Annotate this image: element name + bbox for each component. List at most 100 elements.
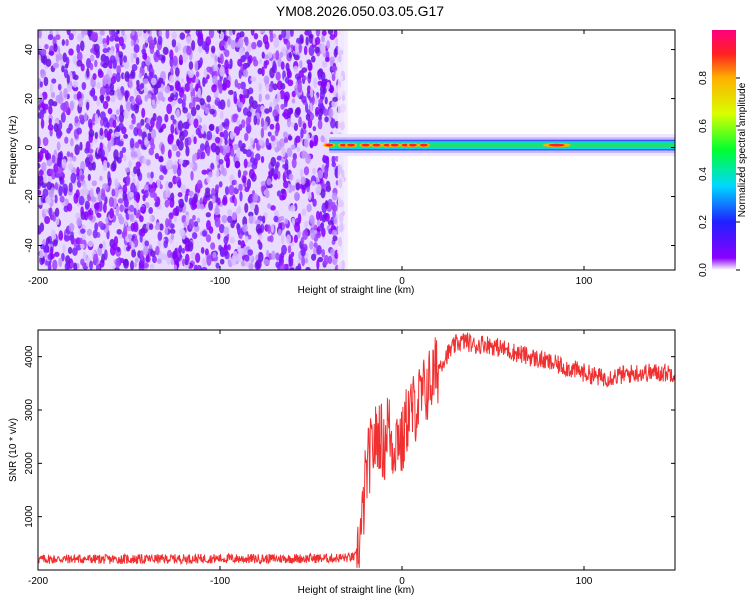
noise-speckle (178, 198, 184, 205)
band-peak-core (408, 143, 417, 147)
noise-speckle (53, 163, 59, 173)
band-green (329, 142, 675, 148)
noise-speckle (295, 182, 301, 191)
noise-speckle (210, 143, 215, 151)
noise-speckle (55, 53, 60, 63)
noise-speckle (48, 50, 54, 56)
noise-speckle (298, 116, 302, 128)
noise-speckle (142, 78, 149, 85)
noise-speckle (270, 223, 275, 234)
noise-speckle (201, 257, 207, 268)
noise-speckle (49, 168, 54, 175)
noise-speckle (85, 161, 90, 168)
noise-speckle (64, 100, 69, 111)
noise-speckle (157, 231, 163, 241)
noise-speckle (93, 43, 100, 53)
noise-speckle (237, 239, 242, 246)
noise-speckle (167, 249, 172, 258)
noise-speckle (76, 43, 81, 54)
x-tick-label: -100 (210, 276, 230, 287)
noise-speckle (218, 158, 224, 165)
noise-speckle (227, 215, 233, 223)
snr-x-ticks: -200 -100 0 100 (28, 330, 593, 587)
noise-speckle (221, 214, 228, 224)
band-peak-core (419, 143, 428, 147)
noise-speckle (219, 65, 225, 77)
noise-speckle (189, 81, 194, 92)
noise-speckle (264, 188, 269, 199)
noise-speckle (54, 251, 60, 257)
noise-speckle (276, 190, 282, 197)
noise-speckle (229, 130, 234, 140)
noise-speckle (272, 83, 278, 91)
noise-speckle (290, 204, 296, 213)
noise-speckle (113, 187, 119, 198)
y-tick-label: 20 (24, 93, 35, 105)
noise-speckle (66, 151, 71, 158)
noise-speckle (172, 55, 178, 67)
noise-speckle (199, 203, 205, 210)
noise-speckle (156, 258, 162, 264)
noise-speckle (136, 148, 141, 156)
noise-speckle (82, 183, 88, 189)
noise-speckle (236, 119, 241, 126)
noise-speckle (43, 76, 49, 87)
noise-speckle (242, 87, 247, 96)
noise-speckle (209, 108, 216, 115)
noise-speckle (248, 211, 254, 218)
noise-speckle (78, 114, 84, 121)
noise-speckle (269, 123, 275, 130)
noise-speckle (331, 155, 336, 164)
x-tick-label: 100 (576, 576, 593, 587)
noise-speckle (246, 111, 252, 118)
noise-speckle (191, 40, 196, 51)
noise-speckle (130, 52, 135, 63)
noise-speckle (232, 113, 239, 119)
noise-speckle (274, 129, 279, 137)
noise-speckle (114, 178, 119, 187)
noise-speckle (136, 79, 140, 86)
noise-speckle (261, 66, 265, 77)
noise-speckle (188, 69, 195, 79)
noise-speckle (206, 95, 212, 103)
noise-speckle (285, 234, 292, 245)
noise-speckle (131, 30, 136, 36)
noise-speckle (124, 167, 131, 173)
noise-speckle (333, 217, 338, 225)
noise-speckle (331, 192, 338, 201)
noise-speckle (304, 220, 308, 229)
noise-speckle (178, 87, 185, 99)
noise-speckle (79, 40, 85, 52)
noise-speckle (89, 54, 95, 62)
noise-speckle (219, 31, 225, 41)
noise-speckle (114, 135, 121, 146)
noise-speckle (266, 249, 270, 258)
colorbar-tick-label: 0.8 (698, 71, 709, 85)
noise-speckle (132, 221, 139, 233)
noise-speckle (192, 214, 196, 221)
noise-speckle (331, 229, 338, 237)
noise-speckle (224, 138, 228, 146)
snr-panel: -200 -100 0 100 1000 2000 3000 4000 Height of … (8, 329, 676, 596)
noise-speckle (238, 140, 243, 149)
noise-speckle (42, 188, 49, 198)
noise-speckle (144, 136, 149, 146)
noise-speckle (82, 251, 87, 262)
spectrogram-x-ticks: -200 -100 0 100 (28, 30, 593, 287)
noise-speckle (278, 253, 283, 264)
noise-speckle (81, 233, 86, 241)
noise-speckle (79, 141, 83, 151)
noise-speckle (102, 163, 108, 171)
noise-speckle (317, 169, 323, 179)
noise-speckle (311, 253, 317, 261)
noise-speckle (64, 63, 69, 69)
noise-speckle (242, 176, 247, 184)
noise-speckle (110, 96, 116, 103)
noise-speckle (149, 263, 155, 269)
noise-speckle (291, 144, 296, 150)
noise-speckle (53, 43, 58, 53)
noise-speckle (179, 228, 185, 237)
noise-speckle (236, 82, 242, 90)
noise-speckle (217, 100, 223, 110)
noise-speckle (53, 123, 59, 133)
